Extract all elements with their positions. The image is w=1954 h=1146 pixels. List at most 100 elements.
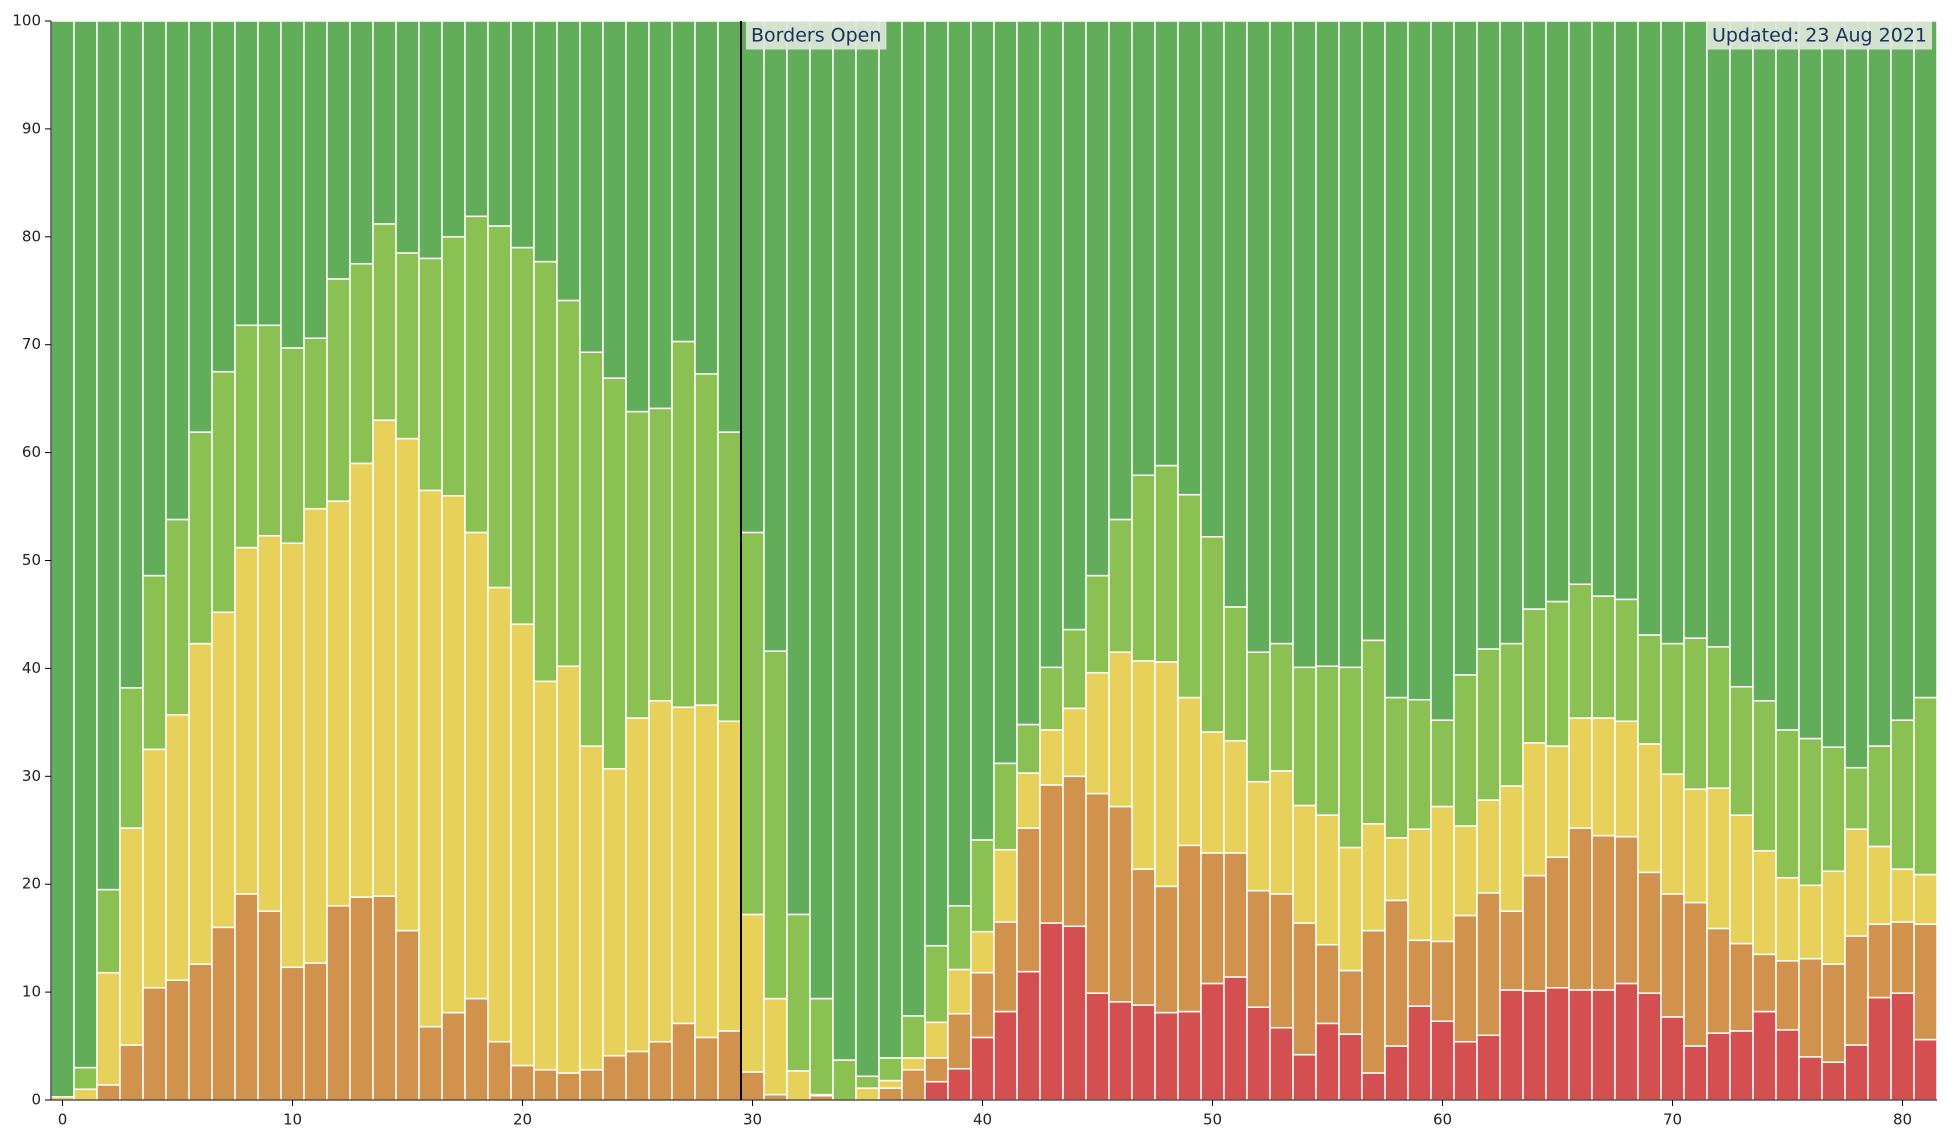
bar-segment — [1453, 825, 1478, 917]
bar-segment — [1016, 970, 1041, 1101]
bar-segment — [1292, 666, 1317, 807]
bar-segment — [1430, 1020, 1455, 1101]
bar-segment — [763, 997, 788, 1096]
bar-segment — [464, 215, 489, 534]
bar-segment — [901, 1015, 926, 1059]
bar-segment — [119, 1044, 144, 1101]
bar-segment — [395, 20, 420, 254]
bar-segment — [1568, 989, 1593, 1101]
bar-segment — [1499, 20, 1524, 645]
bar-segment — [1499, 989, 1524, 1101]
bar-segment — [73, 20, 98, 1069]
bar-segment — [211, 20, 236, 373]
bar-segment — [855, 1087, 880, 1101]
bar-segment — [1890, 868, 1915, 923]
bar-segment — [372, 419, 397, 897]
bar-segment — [786, 1070, 811, 1101]
bar-segment — [579, 20, 604, 354]
bar-segment — [1545, 856, 1570, 989]
bar-segment — [1775, 729, 1800, 879]
bar-segment — [211, 370, 236, 614]
bar-segment — [1568, 717, 1593, 829]
bar-segment — [947, 968, 972, 1015]
bar-segment — [947, 1067, 972, 1101]
bar-segment — [1775, 20, 1800, 731]
bar-segment — [1821, 1061, 1846, 1101]
bar-segment — [96, 1084, 121, 1101]
bar-segment — [1683, 1045, 1708, 1101]
bar-segment — [1338, 20, 1363, 669]
bar-segment — [1637, 871, 1662, 994]
bar-segment — [1108, 805, 1133, 1003]
bar-segment — [1660, 893, 1685, 1018]
bar-segment — [878, 1057, 903, 1082]
bar-segment — [1292, 20, 1317, 669]
bar-segment — [1913, 20, 1938, 699]
bar-segment — [1407, 20, 1432, 701]
bar-segment — [671, 340, 696, 708]
bar-segment — [1315, 1022, 1340, 1101]
bar-segment — [1315, 943, 1340, 1025]
bar-segment — [119, 20, 144, 689]
bar-segment — [1453, 20, 1478, 676]
y-tick-label: 0 — [31, 1091, 41, 1109]
bar-segment — [1476, 648, 1501, 801]
bar-segment — [1177, 20, 1202, 496]
bar-segment — [786, 20, 811, 916]
bar-segment — [1683, 901, 1708, 1047]
bar-segment — [970, 930, 995, 974]
bar-segment — [1062, 775, 1087, 928]
bar-segment — [1453, 1040, 1478, 1101]
bar-segment — [1752, 953, 1777, 1013]
bar-segment — [1430, 719, 1455, 808]
bar-segment — [142, 574, 167, 751]
bar-segment — [326, 905, 351, 1101]
bar-segment — [234, 546, 259, 895]
bar-segment — [1062, 20, 1087, 631]
bar-segment — [1292, 804, 1317, 924]
bar-segment — [993, 1010, 1018, 1101]
bar-segment — [1545, 745, 1570, 858]
bar-segment — [1016, 723, 1041, 774]
bar-segment — [901, 20, 926, 1017]
bar-segment — [326, 278, 351, 502]
bar-segment — [1821, 870, 1846, 965]
bar-segment — [1890, 719, 1915, 870]
bar-segment — [1131, 474, 1156, 662]
bar-segment — [487, 586, 512, 1043]
bar-segment — [1821, 746, 1846, 873]
bar-segment — [1292, 922, 1317, 1056]
bar-segment — [1246, 889, 1271, 1008]
bar-segment — [648, 20, 673, 410]
bar-segment — [1062, 628, 1087, 710]
bar-segment — [947, 1012, 972, 1070]
bar-segment — [165, 714, 190, 981]
bar-segment — [1108, 20, 1133, 521]
bar-segment — [625, 20, 650, 413]
bar-segment — [533, 1069, 558, 1101]
bar-segment — [464, 997, 489, 1101]
bar-segment — [970, 971, 995, 1039]
bar-segment — [487, 1040, 512, 1101]
bar-segment — [280, 347, 305, 544]
bar-segment — [970, 1036, 995, 1101]
bar-segment — [924, 944, 949, 1024]
bar-segment — [1453, 914, 1478, 1043]
bar-segment — [878, 1087, 903, 1101]
bar-segment — [349, 462, 374, 898]
bar-segment — [1890, 921, 1915, 994]
bar-segment — [1453, 674, 1478, 827]
annotation-box — [746, 21, 887, 50]
annotation-box — [1706, 21, 1932, 50]
bar-segment — [1614, 20, 1639, 601]
bar-segment — [1269, 20, 1294, 645]
bar-segment — [1729, 814, 1754, 945]
bar-segment — [1177, 844, 1202, 1013]
bar-segment — [1223, 739, 1248, 854]
bar-segment — [1223, 606, 1248, 742]
bar-segment — [188, 963, 213, 1101]
bar-segment — [73, 1088, 98, 1101]
bar-segment — [1476, 799, 1501, 894]
bar-segment — [740, 1071, 765, 1101]
bar-segment — [878, 20, 903, 1059]
